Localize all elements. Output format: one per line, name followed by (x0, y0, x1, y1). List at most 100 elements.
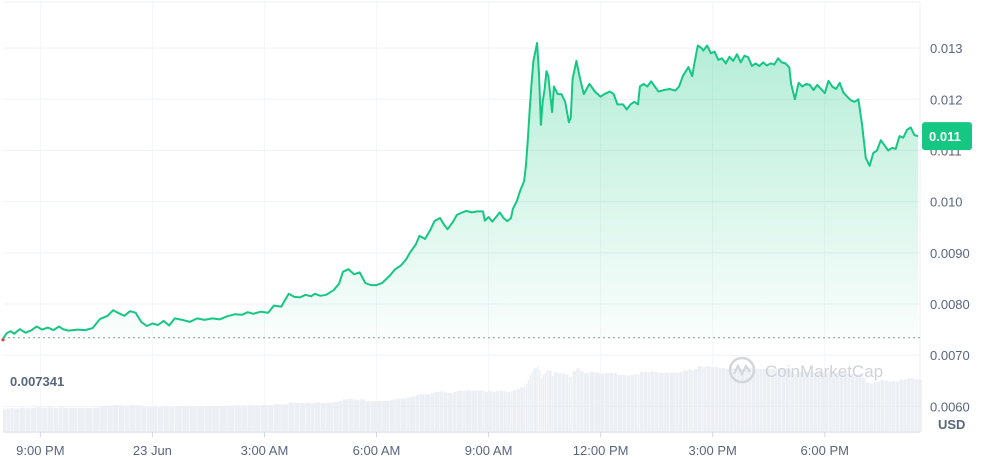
y-tick-label: 0.010 (930, 195, 963, 210)
volume-bar (169, 407, 175, 432)
volume-bar (370, 401, 377, 432)
volume-bar (654, 372, 659, 432)
volume-bar (862, 377, 866, 432)
volume-bar (443, 392, 448, 432)
y-tick-label: 0.0070 (930, 348, 970, 363)
volume-bar (748, 367, 752, 432)
x-tick-label: 9:00 AM (465, 443, 513, 457)
volume-bar (759, 369, 763, 432)
volume-bar (703, 366, 707, 432)
volume-bar (701, 366, 703, 432)
volume-bar (434, 391, 440, 432)
volume-bar (544, 372, 547, 432)
volume-bar (135, 405, 141, 432)
volume-bar (658, 372, 664, 432)
volume-bar (847, 373, 851, 432)
volume-bar (903, 379, 907, 432)
y-tick-label: 0.013 (930, 41, 963, 56)
volume-bar (634, 374, 638, 432)
volume-bar (802, 372, 806, 432)
x-tick-label: 3:00 AM (241, 443, 289, 457)
volume-bar (314, 402, 321, 432)
volume-bar (305, 402, 311, 432)
volume-bar (895, 381, 900, 432)
volume-bar (751, 369, 756, 432)
volume-bar (212, 406, 220, 432)
volume-bar (542, 374, 545, 432)
volume-bar (299, 403, 306, 432)
volume-bar (311, 402, 315, 432)
volume-bar (880, 380, 885, 432)
volume-bar (899, 379, 903, 432)
volume-bars (1, 338, 922, 432)
volume-bar (118, 405, 124, 432)
volume-bar (824, 373, 829, 432)
volume-bar (141, 406, 147, 432)
volume-bar (510, 391, 513, 432)
volume-bar (354, 399, 360, 432)
volume-bar (722, 368, 726, 432)
volume-bar (92, 407, 100, 432)
volume-bar (910, 378, 914, 432)
volume-bar (692, 370, 694, 432)
volume-bar (462, 390, 466, 432)
x-tick-label: 9:00 PM (16, 443, 64, 457)
volume-bar (533, 368, 537, 432)
volume-bar (557, 373, 562, 432)
y-tick-label: 0.0060 (930, 399, 970, 414)
volume-bar (553, 372, 558, 432)
volume-bar (410, 396, 416, 432)
volume-bar (561, 373, 565, 432)
volume-bar (527, 380, 530, 432)
volume-bar (471, 390, 477, 432)
volume-bar (675, 372, 679, 432)
volume-bar (242, 405, 248, 432)
volume-bar (725, 368, 730, 432)
volume-bar (568, 377, 571, 432)
volume-bar (546, 369, 548, 432)
y-tick-label: 0.0080 (930, 297, 970, 312)
volume-bar (484, 391, 489, 432)
volume-bar (604, 373, 610, 432)
volume-bar (294, 402, 300, 432)
volume-bar (42, 407, 48, 432)
volume-bar (339, 401, 343, 432)
volume-bar (791, 371, 795, 432)
volume-bar (613, 373, 618, 432)
volume-bar (595, 372, 601, 432)
volume-bar (755, 368, 759, 432)
volume-bar (499, 390, 504, 432)
volume-bar (19, 407, 26, 432)
volume-bar (854, 374, 858, 432)
volume-bar (789, 369, 791, 432)
volume-bar (839, 371, 844, 432)
price-area-fill (3, 43, 919, 339)
volume-bar (419, 394, 425, 432)
volume-bar (406, 397, 410, 432)
volume-bar (466, 390, 472, 432)
volume-bar (124, 405, 130, 432)
volume-bar (253, 405, 261, 432)
volume-bar (740, 368, 745, 432)
volume-bar (697, 366, 702, 432)
volume-bar (359, 399, 365, 432)
volume-bar (906, 378, 911, 432)
volume-bar (539, 370, 541, 432)
volume-bar (531, 371, 534, 432)
x-tick-label: 6:00 PM (801, 443, 849, 457)
volume-bar (733, 368, 737, 432)
volume-bar (626, 375, 631, 432)
volume-bar (537, 365, 539, 432)
volume-bar (415, 395, 420, 432)
volume-bar (583, 373, 590, 432)
volume-bar (891, 381, 896, 432)
volume-bar (482, 390, 485, 432)
volume-bar (163, 406, 169, 432)
volume-bar (365, 400, 371, 432)
volume-bar (382, 400, 390, 432)
volume-bar (488, 391, 492, 432)
volume-bar (639, 372, 644, 432)
volume-bar (778, 368, 782, 432)
volume-bar (219, 406, 227, 432)
volume-bar (570, 376, 573, 432)
